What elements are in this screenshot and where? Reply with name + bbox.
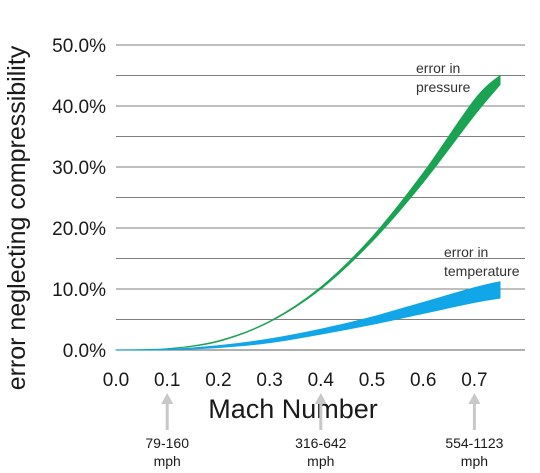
- speed-unit-label: mph: [461, 453, 488, 469]
- error-in-temperature-band: [115, 281, 501, 351]
- speed-markers: 79-160 mph 316-642 mph 554-1123 mph: [145, 393, 504, 469]
- y-tick-label: 40.0%: [52, 97, 106, 118]
- x-tick-label: 0.3: [256, 370, 282, 391]
- speed-arrow-head: [161, 393, 174, 404]
- speed-range-label: 79-160: [145, 435, 189, 451]
- grid-lines: [116, 44, 525, 351]
- x-tick-label: 0.2: [205, 370, 231, 391]
- y-tick-label: 0.0%: [63, 341, 106, 362]
- speed-range-label: 316-642: [295, 435, 347, 451]
- data-bands: [115, 75, 501, 351]
- temperature-annotation: error in temperature: [444, 244, 520, 279]
- error-in-pressure-band: [115, 75, 501, 351]
- speed-arrow-head: [314, 393, 327, 404]
- x-tick-label: 0.0: [103, 370, 129, 391]
- speed-range-label: 554-1123: [445, 435, 503, 451]
- x-tick-label: 0.4: [308, 370, 335, 391]
- temperature-annotation-line-1: error in: [444, 244, 488, 260]
- y-tick-label: 20.0%: [52, 219, 106, 240]
- y-axis-title: error neglecting compressibility: [3, 45, 31, 390]
- speed-unit-label: mph: [154, 453, 181, 469]
- x-tick-label: 0.1: [154, 370, 180, 391]
- x-tick-label: 0.7: [461, 370, 487, 391]
- y-tick-label: 10.0%: [52, 280, 106, 301]
- x-tick-labels: 0.0 0.1 0.2 0.3 0.4 0.5 0.6 0.7: [103, 370, 488, 391]
- x-axis-title: Mach Number: [208, 394, 378, 424]
- pressure-annotation: error in pressure: [416, 60, 471, 95]
- speed-marker: 554-1123 mph: [445, 393, 504, 469]
- pressure-annotation-line-2: pressure: [416, 79, 471, 95]
- y-tick-label: 50.0%: [52, 36, 106, 57]
- y-tick-label: 30.0%: [52, 158, 106, 179]
- x-tick-label: 0.5: [359, 370, 385, 391]
- speed-marker: 79-160 mph: [145, 393, 189, 469]
- temperature-annotation-line-2: temperature: [444, 263, 520, 279]
- y-tick-labels: 0.0% 10.0% 20.0% 30.0% 40.0% 50.0%: [52, 36, 106, 362]
- speed-marker: 316-642 mph: [295, 393, 347, 469]
- speed-arrow-head: [468, 393, 481, 404]
- pressure-annotation-line-1: error in: [416, 60, 460, 76]
- x-tick-label: 0.6: [410, 370, 436, 391]
- speed-unit-label: mph: [307, 453, 334, 469]
